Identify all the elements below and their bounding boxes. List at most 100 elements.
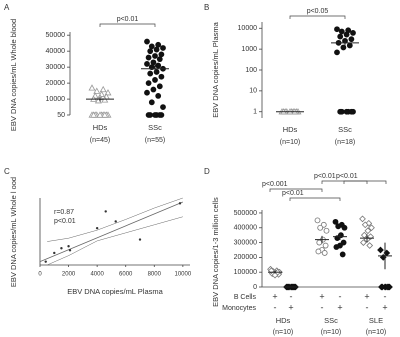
point: [104, 210, 107, 213]
point: [341, 224, 348, 231]
bracket: [321, 180, 368, 184]
point: [144, 61, 150, 67]
point: [144, 89, 150, 96]
x-axis-label: EBV DNA copies/mL Plasma: [67, 287, 163, 296]
category-label: HDs: [276, 316, 291, 325]
point: [343, 108, 350, 115]
y-axis-label: EBV DNA copies/mL Whole blood: [9, 19, 18, 131]
point: [145, 112, 152, 118]
category-label: HDs: [283, 125, 298, 134]
category-label: SSc: [148, 123, 162, 132]
point: [350, 30, 356, 36]
y-tick-label: 1000: [241, 46, 257, 53]
sign: +: [272, 291, 277, 301]
category-note: (n=55): [145, 137, 165, 144]
point: [114, 220, 117, 223]
bracket: [289, 15, 346, 19]
category-note: (n=10): [366, 329, 386, 336]
point: [178, 202, 182, 205]
x-tick-label: 0: [38, 272, 42, 278]
point: [348, 36, 355, 43]
sign: -: [321, 302, 324, 312]
point: [155, 93, 162, 99]
point: [333, 244, 340, 250]
ci-lower: [47, 216, 183, 266]
point: [340, 239, 347, 246]
x-tick-label: 2000: [62, 272, 76, 278]
point: [364, 227, 372, 235]
sign: -: [339, 291, 342, 301]
y-tick-label: 0: [253, 284, 257, 291]
y-tick-label: 200000: [234, 254, 257, 261]
point: [152, 77, 158, 83]
point: [340, 44, 347, 51]
point: [321, 250, 328, 256]
point: [90, 111, 98, 118]
point: [339, 251, 346, 258]
row-label: B Cells: [234, 294, 257, 301]
p-value: p<0.01: [282, 190, 304, 197]
point: [156, 56, 163, 63]
category-label: SSc: [324, 316, 338, 325]
sign: +: [364, 291, 369, 301]
point: [101, 111, 109, 118]
point: [322, 242, 329, 249]
p-value: p<0.01: [314, 173, 336, 180]
x-tick-label: 6000: [119, 272, 133, 278]
point: [337, 33, 344, 40]
point: [158, 51, 165, 58]
point: [53, 251, 56, 255]
p-value: p<0.01: [117, 16, 139, 23]
point: [367, 233, 374, 241]
y-tick-label: 1: [253, 109, 257, 116]
y-tick-label: 20000: [46, 80, 66, 87]
point: [338, 28, 345, 35]
p-value: p<0.05: [307, 8, 329, 15]
sign: -: [290, 291, 293, 301]
bracket: [269, 188, 323, 192]
sign: -: [274, 302, 277, 312]
sign: +: [319, 291, 324, 301]
p-value: p<0.001: [262, 181, 288, 188]
bracket: [343, 180, 387, 184]
category-note: (n=10): [273, 329, 293, 336]
category-label: SLE: [369, 316, 383, 325]
point: [101, 96, 109, 103]
point: [377, 246, 384, 254]
point: [335, 223, 342, 230]
point: [147, 70, 154, 77]
point: [145, 54, 152, 61]
point: [348, 108, 355, 115]
annotation: p<0.01: [54, 218, 76, 225]
point: [156, 112, 163, 118]
panel-letter: A: [4, 3, 10, 12]
point: [152, 53, 158, 59]
point: [365, 219, 373, 227]
x-tick-label: 8000: [148, 272, 162, 278]
point: [147, 48, 154, 55]
point: [88, 84, 96, 91]
x-tick-label: 4000: [90, 272, 104, 278]
point: [148, 99, 155, 106]
point: [384, 283, 392, 291]
point: [60, 247, 63, 250]
sign: -: [366, 302, 369, 312]
point: [368, 224, 375, 232]
point: [343, 31, 350, 38]
point: [317, 224, 324, 231]
sign: +: [337, 302, 342, 312]
point: [148, 43, 155, 50]
y-tick-label: 10000: [46, 96, 66, 103]
panel-letter: B: [204, 3, 209, 12]
point: [155, 41, 162, 48]
point: [96, 111, 104, 118]
point: [323, 227, 330, 234]
point: [378, 283, 385, 291]
y-tick-label: 500000: [234, 210, 257, 217]
point: [99, 85, 107, 93]
point: [95, 226, 99, 230]
point: [144, 38, 150, 45]
point: [67, 245, 70, 248]
category-note: (n=45): [90, 137, 110, 144]
